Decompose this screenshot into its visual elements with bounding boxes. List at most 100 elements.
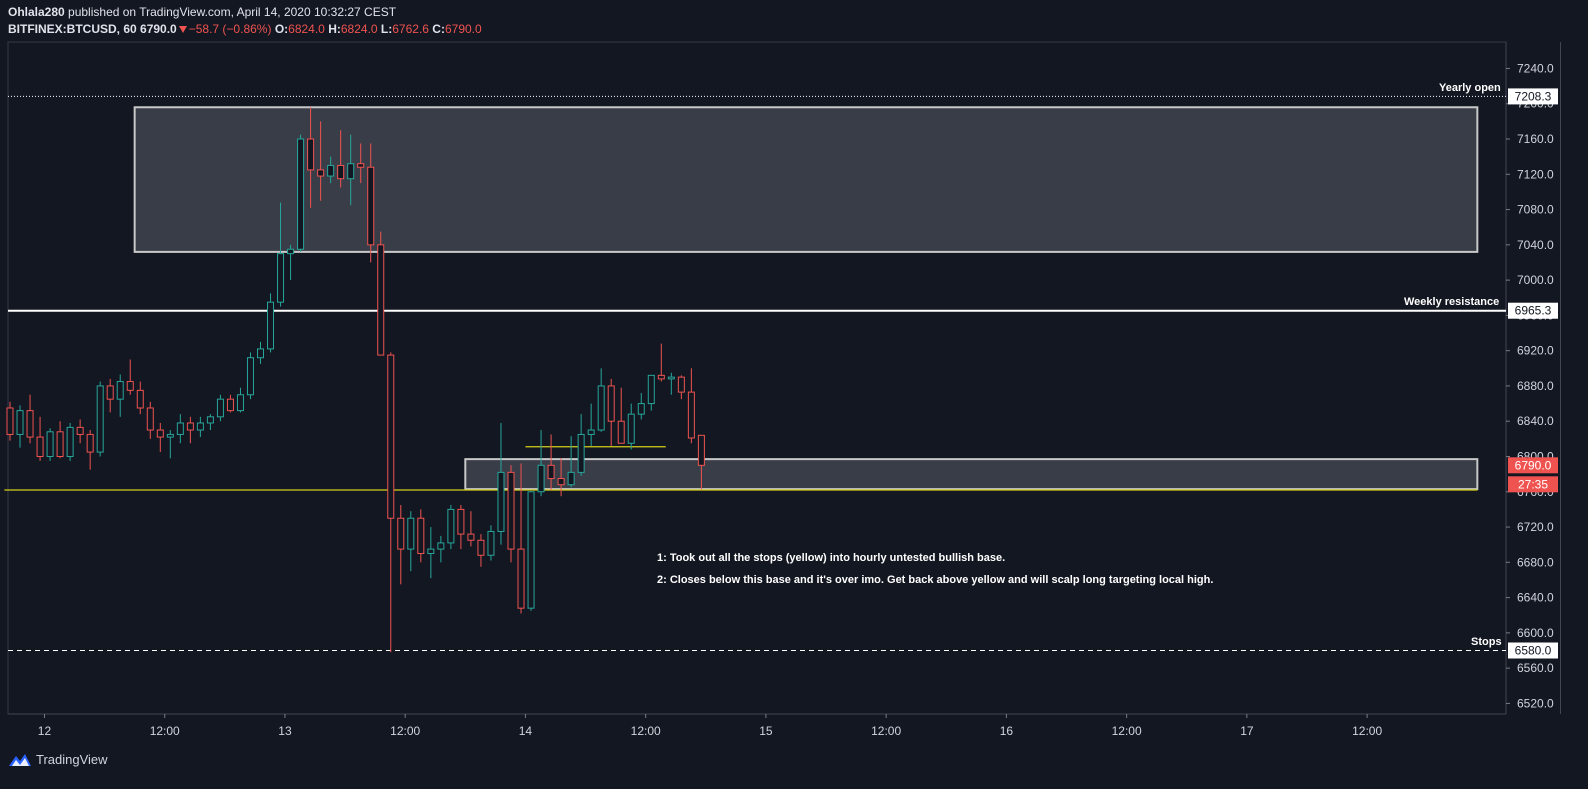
- candle-body: [387, 354, 395, 519]
- candle-body: [86, 433, 94, 453]
- stops-price-label: 6580.0: [1515, 644, 1552, 658]
- candle-body: [677, 376, 685, 393]
- yearly-open-price-label: 7208.3: [1515, 89, 1552, 103]
- candle-body: [126, 381, 134, 391]
- candle-body: [6, 407, 14, 435]
- time-tick-label: 12:00: [390, 724, 420, 738]
- weekly-resistance-price-label: 6965.3: [1515, 304, 1552, 318]
- candle-body: [196, 422, 204, 431]
- price-change: −58.7 (−0.86%): [188, 22, 272, 36]
- price-tick-label: 6880.0: [1517, 379, 1554, 393]
- candle-body: [467, 533, 475, 541]
- candle-body: [337, 164, 345, 180]
- candle-body: [56, 431, 64, 457]
- candle-body: [527, 491, 535, 609]
- published-text: published on TradingView.com, April 14, …: [64, 5, 397, 19]
- candle-body: [377, 244, 385, 356]
- price-tick-label: 6640.0: [1517, 591, 1554, 605]
- open-value: 6824.0: [288, 22, 325, 36]
- time-tick-label: 14: [519, 724, 533, 738]
- candle-body: [46, 431, 54, 457]
- supply-demand-zone-0: [133, 106, 1479, 253]
- price-tick-label: 7000.0: [1517, 273, 1554, 287]
- time-tick-label: 12:00: [1352, 724, 1382, 738]
- time-tick-label: 12:00: [150, 724, 180, 738]
- candle-body: [447, 508, 455, 544]
- candle-body: [66, 426, 74, 457]
- candle-body: [16, 410, 24, 435]
- close-label: C:: [432, 22, 445, 36]
- price-tick-label: 6840.0: [1517, 414, 1554, 428]
- countdown-label: 27:35: [1518, 477, 1548, 491]
- weekly-resistance-label: Weekly resistance: [1404, 296, 1500, 308]
- candle-body: [297, 138, 305, 250]
- low-value: 6762.6: [392, 22, 429, 36]
- candle-body: [136, 389, 144, 409]
- note-1: 1: Took out all the stops (yellow) into …: [657, 552, 1006, 564]
- candle-body: [627, 413, 635, 444]
- time-tick-label: 17: [1240, 724, 1254, 738]
- candle-body: [236, 394, 244, 412]
- price-tick-label: 6600.0: [1517, 626, 1554, 640]
- candle-body: [697, 434, 705, 466]
- candle-body: [277, 253, 285, 303]
- candle-body: [537, 464, 545, 493]
- candle-body: [567, 471, 575, 486]
- price-tick-label: 6720.0: [1517, 520, 1554, 534]
- candle-body: [226, 398, 234, 412]
- stops-label: Stops: [1471, 636, 1502, 648]
- candle-body: [577, 433, 585, 473]
- candle-body: [176, 422, 184, 435]
- candle-body: [257, 348, 264, 359]
- candle-body: [607, 385, 615, 422]
- price-tick-label: 7080.0: [1517, 203, 1554, 217]
- candle-body: [106, 385, 114, 400]
- candle-body: [246, 357, 254, 396]
- price-tick-label: 6920.0: [1517, 344, 1554, 358]
- countdown-label-bg: [1508, 476, 1558, 493]
- candle-body: [407, 517, 415, 550]
- candle-body: [597, 385, 605, 431]
- candle-body: [507, 471, 515, 550]
- note-2: 2: Closes below this base and it's over …: [657, 574, 1214, 586]
- price-tick-label: 7040.0: [1517, 238, 1554, 252]
- publisher-name[interactable]: Ohlala280: [8, 5, 65, 19]
- time-tick-label: 16: [1000, 724, 1014, 738]
- time-tick-label: 12: [38, 724, 52, 738]
- candle-body: [397, 517, 405, 550]
- candle-body: [36, 436, 44, 457]
- candle-body: [267, 301, 275, 350]
- candle-body: [477, 539, 485, 556]
- price-tick-label: 6680.0: [1517, 555, 1554, 569]
- weekly-resistance-price-label-bg: [1508, 302, 1558, 319]
- candle-body: [657, 374, 665, 380]
- time-tick-label: 12:00: [1112, 724, 1142, 738]
- plot-area: [7, 41, 1507, 715]
- tradingview-branding[interactable]: TradingView: [8, 752, 108, 767]
- high-label: H:: [328, 22, 341, 36]
- symbol-name[interactable]: BITFINEX:BTCUSD, 60: [8, 22, 137, 36]
- down-arrow-icon: [178, 26, 187, 34]
- candle-body: [437, 542, 445, 550]
- candle-body: [647, 374, 655, 405]
- candle-body: [146, 407, 154, 431]
- candle-body: [317, 169, 325, 177]
- candle-body: [547, 464, 555, 480]
- candle-body: [307, 138, 315, 171]
- publish-info: Ohlala280 published on TradingView.com, …: [8, 5, 396, 19]
- candle-body: [76, 426, 84, 435]
- price-tick-label: 6560.0: [1517, 661, 1554, 675]
- high-value: 6824.0: [340, 22, 378, 36]
- candle-body: [457, 508, 465, 535]
- candle-body: [26, 410, 34, 438]
- time-tick-label: 13: [278, 724, 292, 738]
- candle-body: [587, 429, 595, 435]
- candle-body: [557, 478, 565, 486]
- candle-body: [347, 163, 355, 180]
- price-tick-label: 7240.0: [1517, 61, 1554, 75]
- tradingview-logo-icon: [9, 753, 31, 766]
- candle-body: [367, 166, 375, 246]
- candle-body: [357, 163, 365, 168]
- low-label: L:: [380, 22, 393, 36]
